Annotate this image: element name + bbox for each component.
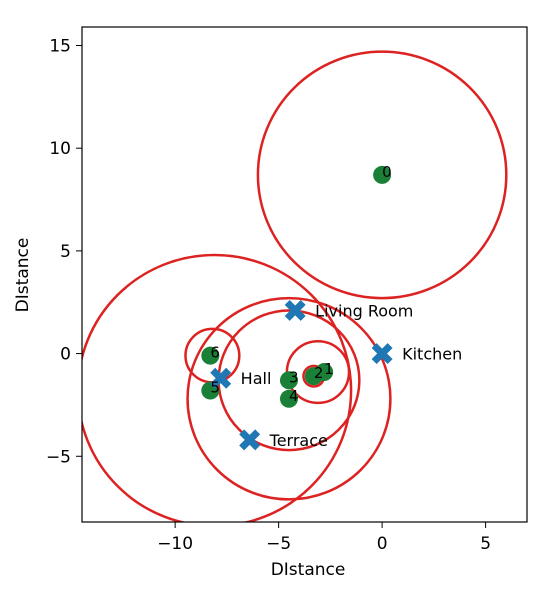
y-tick-label: 15 <box>49 36 71 56</box>
x-axis-label: DIstance <box>271 560 346 580</box>
y-tick-label: −5 <box>46 447 71 467</box>
point-label-1: 1 <box>324 360 334 378</box>
room-marker-hall <box>210 367 232 389</box>
point-3 <box>279 371 298 390</box>
point-label-5: 5 <box>210 379 220 397</box>
point-6 <box>201 346 220 365</box>
point-label-3: 3 <box>289 368 299 386</box>
range-circle-2 <box>186 296 392 501</box>
room-label-terrace: Terrace <box>269 431 328 450</box>
y-tick-label: 10 <box>49 139 71 159</box>
plot-frame <box>81 26 528 523</box>
range-circle-1 <box>82 253 353 522</box>
point-2 <box>304 367 323 386</box>
point-label-0: 0 <box>382 163 392 181</box>
x-tick-label: −5 <box>266 534 291 554</box>
range-circle-0 <box>256 50 508 300</box>
point-label-2: 2 <box>314 364 324 382</box>
x-tick-label: 0 <box>377 534 388 554</box>
room-label-hall: Hall <box>241 369 272 388</box>
room-label-living-room: Living Room <box>315 301 413 320</box>
room-marker-kitchen <box>371 343 393 365</box>
point-label-4: 4 <box>289 387 299 405</box>
point-0 <box>373 165 392 184</box>
y-tick-label: 5 <box>60 242 71 262</box>
x-tick-label: 5 <box>480 534 491 554</box>
room-marker-living-room <box>284 299 306 321</box>
point-4 <box>279 389 298 408</box>
y-tick-label: 0 <box>60 345 71 365</box>
room-label-kitchen: Kitchen <box>402 345 462 364</box>
y-axis-label: DIstance <box>13 238 33 313</box>
x-tick-label: −10 <box>157 534 193 554</box>
point-label-6: 6 <box>210 344 220 362</box>
room-marker-terrace <box>239 429 261 451</box>
